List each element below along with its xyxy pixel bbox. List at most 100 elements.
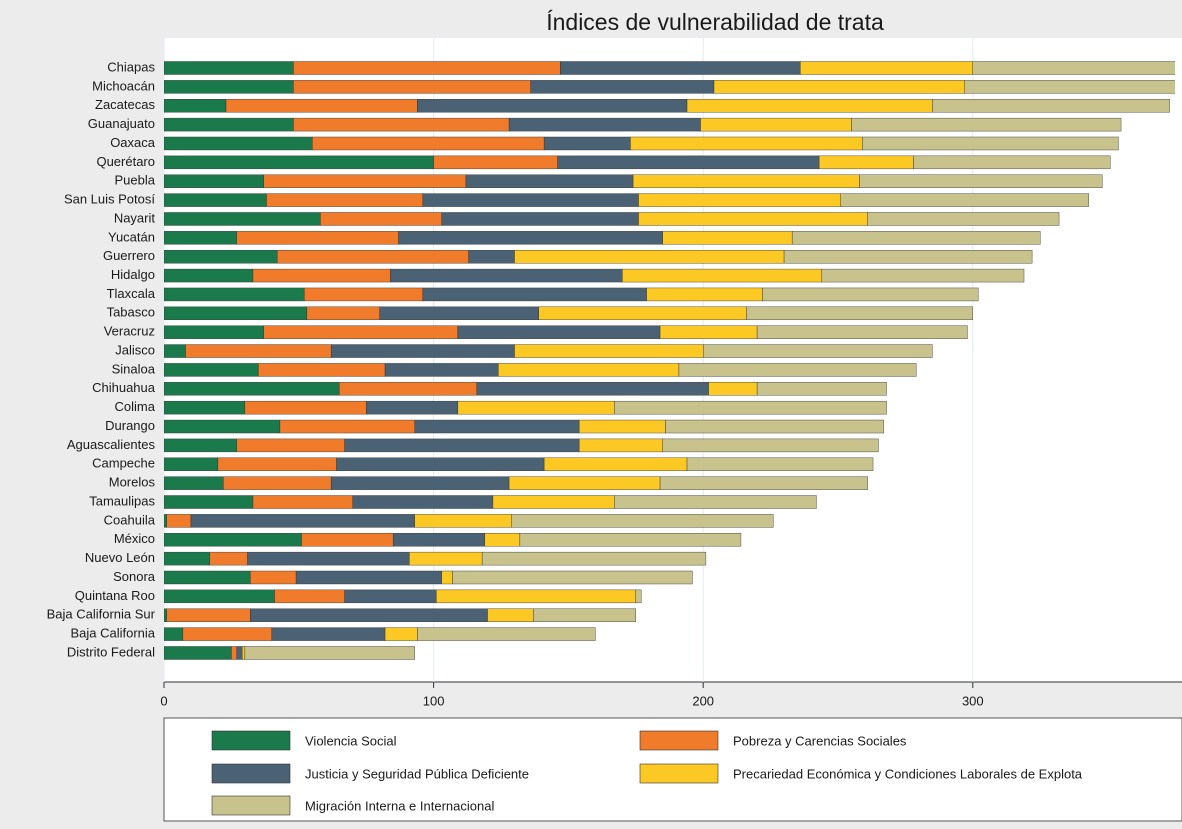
- bar-segment: [263, 174, 467, 188]
- bar-segment: [913, 155, 1111, 170]
- bar-segment: [622, 268, 823, 283]
- bar-segment: [252, 268, 391, 283]
- bar-segment: [398, 231, 663, 245]
- bar-segment: [164, 570, 251, 585]
- bar-segment: [713, 80, 965, 94]
- bar-segment: [223, 476, 332, 490]
- bar-segment: [164, 589, 275, 604]
- labels: 0 100 200 300 Chiapas Michoacán Zacatecas Guana…: [47, 59, 1083, 816]
- bar-segment: [818, 155, 914, 170]
- bar-segment: [164, 268, 254, 283]
- bar-segment: [508, 476, 661, 490]
- bar-segment: [164, 533, 302, 547]
- bar-segment: [560, 61, 801, 75]
- bar-segment: [295, 570, 442, 585]
- bar-segment: [164, 174, 264, 188]
- bar-segment: [632, 174, 860, 188]
- bar-segment: [630, 136, 863, 151]
- bar-segment: [231, 646, 237, 660]
- bar-segment: [859, 174, 1103, 188]
- y-tick-label: Nayarit: [114, 210, 156, 225]
- bar-segment: [756, 382, 887, 396]
- bar-segment: [164, 249, 278, 264]
- legend-label: Migración Interna e Internacional: [305, 798, 494, 813]
- bar-segment: [614, 495, 817, 509]
- bar-segment: [164, 627, 184, 641]
- legend-swatch: [211, 795, 291, 816]
- bar-segment: [414, 514, 512, 528]
- y-tick-label: Guerrero: [103, 248, 155, 263]
- bar-segment: [164, 231, 237, 245]
- y-tick-label: Tamaulipas: [89, 493, 155, 508]
- bar-segment: [312, 136, 545, 151]
- bar-segment: [274, 589, 345, 604]
- bar-segment: [225, 99, 418, 113]
- y-tick-label: Tlaxcala: [107, 286, 156, 301]
- bar-segment: [164, 457, 219, 471]
- bar-segment: [436, 589, 636, 604]
- bar-segment: [164, 551, 211, 566]
- bar-segment: [236, 231, 399, 245]
- bar-segment: [700, 117, 852, 132]
- y-tick-label: Guanajuato: [88, 116, 155, 131]
- y-tick-label: Coahuila: [104, 512, 156, 527]
- bar-segment: [164, 400, 246, 415]
- bar-segment: [791, 231, 1041, 245]
- bar-segment: [164, 646, 232, 660]
- y-tick-label: Zacatecas: [95, 97, 155, 112]
- bar-segment: [366, 400, 459, 415]
- y-tick-label: Querétaro: [96, 154, 155, 169]
- bar-segment: [441, 570, 453, 585]
- y-tick-label: Morelos: [109, 475, 156, 490]
- bar-segment: [508, 117, 701, 132]
- bar-segment: [409, 551, 483, 566]
- bar-segment: [277, 249, 469, 264]
- bar-segment: [530, 80, 715, 94]
- bar-segment: [293, 80, 531, 94]
- y-tick-label: Veracruz: [104, 324, 155, 339]
- bar-segment: [578, 438, 663, 453]
- x-tick-label: 200: [692, 693, 714, 708]
- bar-segment: [252, 495, 353, 509]
- bar-segment: [241, 646, 246, 660]
- bar-segment: [164, 495, 254, 509]
- y-tick-label: Sinaloa: [112, 361, 156, 376]
- bar-segment: [867, 212, 1060, 226]
- bar-segment: [708, 382, 758, 396]
- y-tick-label: Michoacán: [92, 78, 155, 93]
- bar-segment: [756, 325, 968, 339]
- y-tick-label: Campeche: [92, 456, 155, 471]
- bar-segment: [258, 363, 386, 377]
- bar-segment: [209, 551, 248, 566]
- bar-segment: [514, 344, 704, 358]
- bar-segment: [303, 287, 424, 302]
- bar-segment: [678, 363, 917, 377]
- y-tick-label: Chihuahua: [92, 380, 156, 395]
- bar-segment: [511, 514, 774, 528]
- bar-segment: [578, 419, 666, 434]
- bar-segment: [635, 589, 642, 604]
- bar-segment: [964, 80, 1175, 94]
- bar-segment: [293, 61, 561, 75]
- bar-segment: [164, 287, 305, 302]
- bar-segment: [344, 438, 580, 453]
- bar-segment: [164, 117, 294, 132]
- bar-segment: [306, 306, 380, 321]
- y-tick-label: Colima: [115, 399, 156, 414]
- y-tick-label: Baja California Sur: [47, 607, 156, 622]
- bar-segment: [783, 249, 1033, 264]
- bar-segment: [457, 400, 615, 415]
- y-tick-label: Aguascalientes: [67, 437, 156, 452]
- bar-segment: [840, 193, 1089, 207]
- bar-segment: [164, 438, 237, 453]
- bar-segment: [468, 249, 515, 264]
- legend-swatch: [211, 730, 291, 751]
- y-tick-label: Sonora: [113, 569, 156, 584]
- bar-segment: [164, 514, 167, 528]
- bar-segment: [320, 212, 442, 226]
- bar-segment: [441, 212, 639, 226]
- bar-segment: [851, 117, 1122, 132]
- bar-segment: [932, 99, 1170, 113]
- y-tick-label: Hidalgo: [111, 267, 155, 282]
